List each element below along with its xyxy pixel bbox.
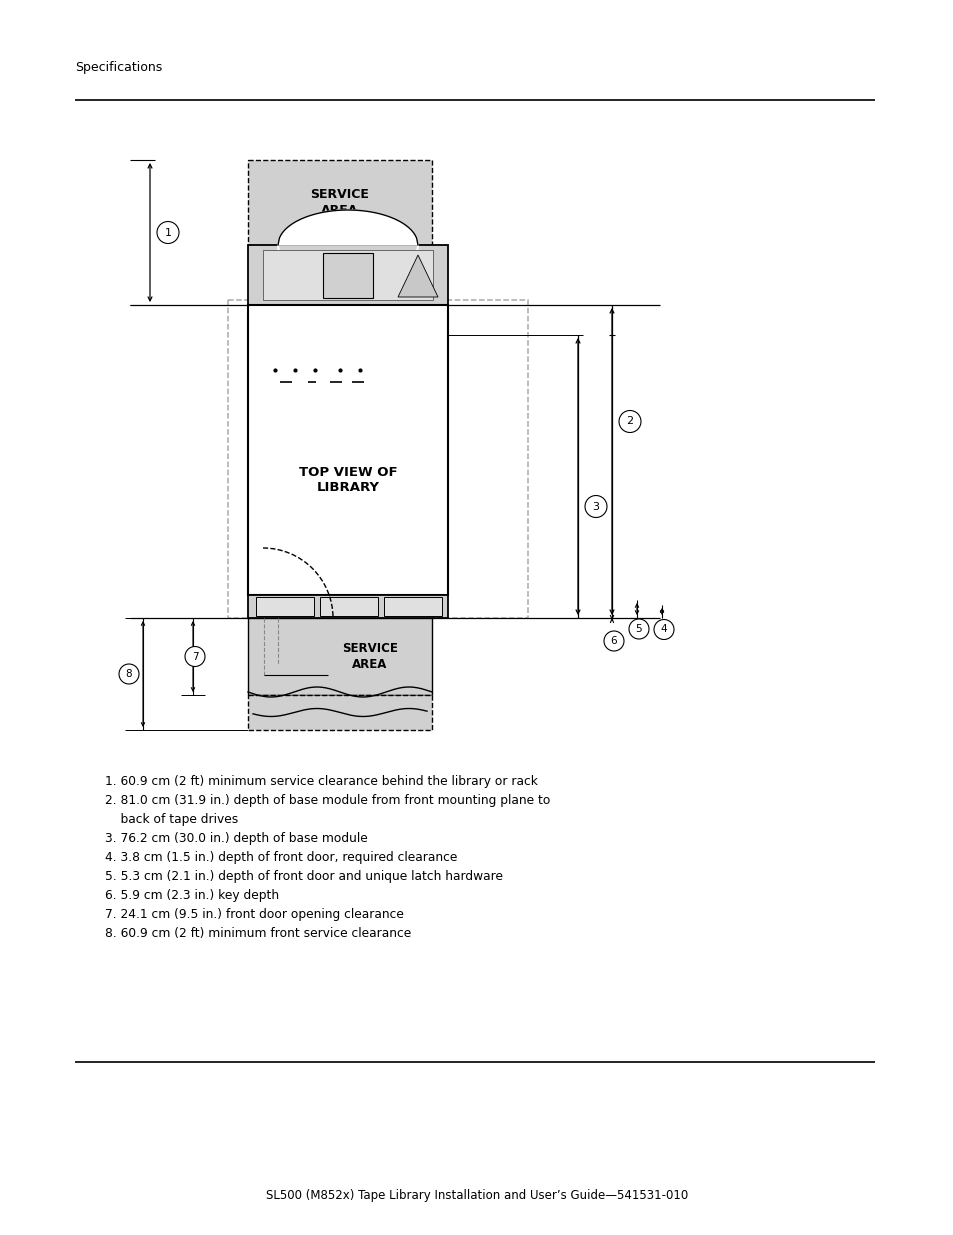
Bar [248, 618, 432, 695]
Circle shape [584, 495, 606, 517]
Text: 1: 1 [164, 227, 172, 237]
Text: TOP VIEW OF
LIBRARY: TOP VIEW OF LIBRARY [298, 466, 396, 494]
Text: 2. 81.0 cm (31.9 in.) depth of base module from front mounting plane to: 2. 81.0 cm (31.9 in.) depth of base modu… [105, 794, 550, 806]
Text: back of tape drives: back of tape drives [105, 813, 238, 826]
Bar [319, 597, 377, 616]
Text: SERVICE
AREA: SERVICE AREA [342, 642, 397, 671]
Bar [384, 597, 441, 616]
Text: 3. 76.2 cm (30.0 in.) depth of base module: 3. 76.2 cm (30.0 in.) depth of base modu… [105, 832, 367, 845]
Bar [248, 695, 432, 730]
Circle shape [628, 619, 648, 638]
Text: 3: 3 [592, 501, 598, 511]
Polygon shape [397, 254, 437, 296]
Text: 8. 60.9 cm (2 ft) minimum front service clearance: 8. 60.9 cm (2 ft) minimum front service … [105, 927, 411, 940]
Bar [255, 597, 314, 616]
Bar [248, 245, 448, 305]
Circle shape [185, 646, 205, 667]
Text: 6. 5.9 cm (2.3 in.) key depth: 6. 5.9 cm (2.3 in.) key depth [105, 889, 279, 902]
Text: 5. 5.3 cm (2.1 in.) depth of front door and unique latch hardware: 5. 5.3 cm (2.1 in.) depth of front door … [105, 869, 502, 883]
Bar [263, 249, 433, 300]
Bar [228, 300, 527, 618]
Bar [248, 161, 432, 245]
Circle shape [618, 410, 640, 432]
Bar [248, 595, 448, 618]
Text: Specifications: Specifications [75, 62, 162, 74]
Bar [248, 305, 448, 595]
Text: 2: 2 [626, 416, 633, 426]
Text: 7. 24.1 cm (9.5 in.) front door opening clearance: 7. 24.1 cm (9.5 in.) front door opening … [105, 908, 403, 921]
Circle shape [654, 620, 673, 640]
Bar [323, 253, 373, 298]
Text: 5: 5 [635, 624, 641, 634]
Circle shape [603, 631, 623, 651]
Polygon shape [277, 210, 417, 245]
Text: 6: 6 [610, 636, 617, 646]
Text: 4: 4 [660, 625, 666, 635]
Text: 8: 8 [126, 669, 132, 679]
Text: 1. 60.9 cm (2 ft) minimum service clearance behind the library or rack: 1. 60.9 cm (2 ft) minimum service cleara… [105, 776, 537, 788]
Text: 7: 7 [192, 652, 198, 662]
Circle shape [157, 221, 179, 243]
Text: 4. 3.8 cm (1.5 in.) depth of front door, required clearance: 4. 3.8 cm (1.5 in.) depth of front door,… [105, 851, 456, 864]
Text: SL500 (M852x) Tape Library Installation and User’s Guide—541531-010: SL500 (M852x) Tape Library Installation … [266, 1188, 687, 1202]
Text: SERVICE
AREA: SERVICE AREA [311, 189, 369, 216]
Circle shape [119, 664, 139, 684]
